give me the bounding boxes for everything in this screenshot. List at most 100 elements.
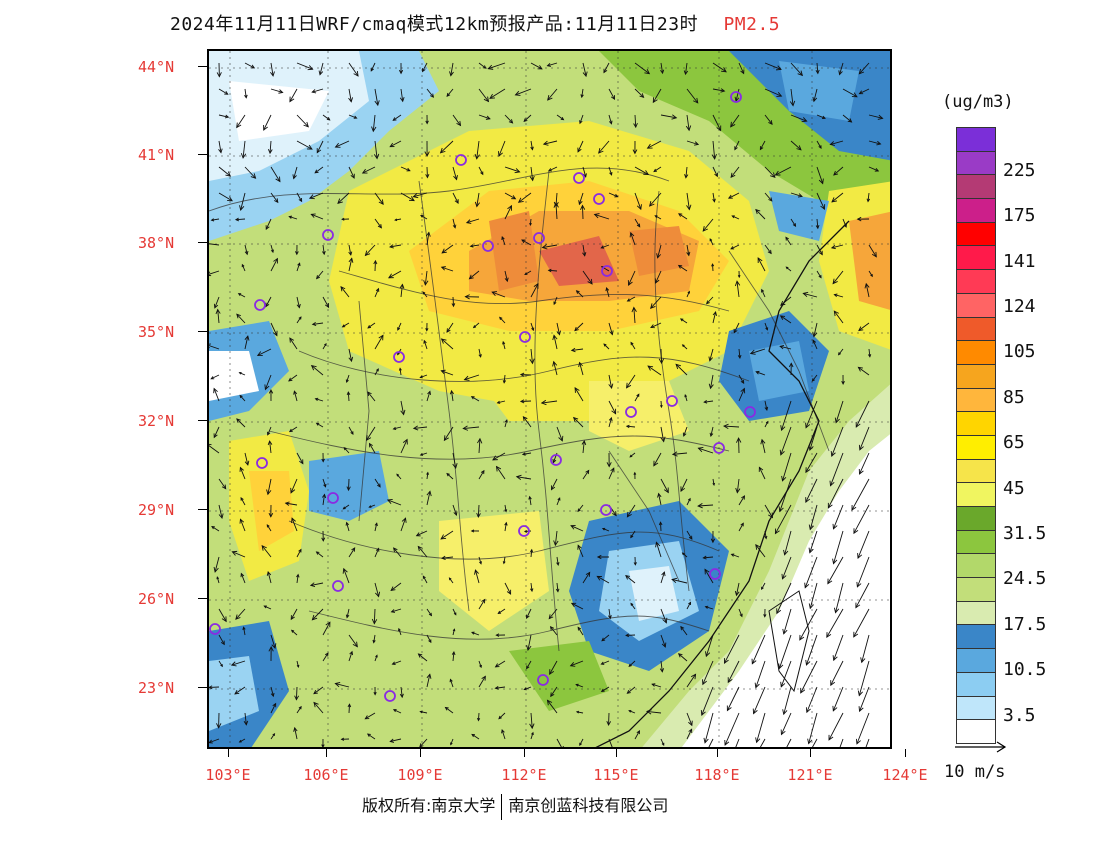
wind-arrow (449, 678, 454, 688)
wind-arrow (321, 530, 326, 542)
wind-arrow (390, 608, 402, 613)
wind-arrow (374, 287, 380, 298)
longitude-tick (326, 749, 327, 757)
legend-swatch (956, 245, 996, 270)
legend-swatch (956, 624, 996, 649)
wind-arrow (288, 426, 298, 433)
latitude-tick (198, 420, 207, 421)
wind-arrow (645, 709, 662, 715)
wind-arrow (296, 660, 300, 669)
legend-label: 175 (1003, 205, 1036, 227)
wind-arrow (321, 738, 325, 747)
wind-arrow (514, 88, 532, 96)
wind-arrow (780, 660, 792, 688)
wind-arrow (549, 660, 558, 676)
wind-arrow (521, 239, 532, 246)
province-boundary (358, 300, 370, 522)
wind-arrow (556, 556, 560, 566)
wind-arrow (293, 726, 298, 740)
wind-arrow (749, 348, 766, 355)
legend-label: 141 (1003, 250, 1036, 272)
wind-arrow (647, 365, 662, 376)
wind-arrow (738, 608, 743, 618)
wind-arrow (658, 348, 665, 365)
wind-arrow (842, 88, 858, 98)
wind-arrow (426, 390, 431, 402)
wind-arrow (605, 286, 610, 298)
wind-arrow (452, 452, 458, 469)
wind-arrow (681, 552, 688, 558)
longitude-label: 109°E (397, 766, 443, 784)
wind-arrow (341, 217, 350, 221)
wind-arrow (774, 504, 792, 535)
wind-arrow (553, 530, 559, 547)
legend-swatch (956, 458, 996, 483)
wind-arrow (764, 88, 783, 97)
wind-arrow (807, 712, 818, 745)
wind-arrow (727, 660, 740, 684)
wind-arrow (314, 166, 324, 174)
wind-arrow (451, 296, 456, 308)
wind-arrow (660, 608, 668, 624)
clean-air-region (779, 61, 859, 121)
monitoring-station-marker (600, 504, 612, 516)
wind-arrow (501, 729, 506, 740)
latitude-label: 41°N (138, 146, 175, 164)
wind-arrow (829, 140, 844, 146)
wind-arrow (724, 634, 740, 664)
wind-arrow (684, 394, 688, 402)
wind-arrow (552, 360, 558, 376)
legend-swatch (956, 411, 996, 435)
wind-arrow (857, 366, 870, 376)
wind-arrow (238, 372, 246, 376)
monitoring-station-marker (455, 154, 467, 166)
wind-arrow (374, 547, 380, 558)
wind-arrow (708, 348, 714, 362)
wind-arrow (530, 322, 535, 332)
wind-arrow (491, 291, 506, 298)
wind-arrow (654, 215, 662, 220)
wind-arrow (686, 192, 692, 211)
wind-arrow (213, 387, 220, 402)
wind-arrow (386, 498, 402, 506)
wind-arrow (805, 686, 818, 714)
wind-arrow (815, 62, 820, 75)
wind-arrow (374, 368, 379, 376)
wind-arrow (452, 192, 459, 205)
monitoring-station-marker (573, 172, 585, 184)
wind-arrow (478, 166, 484, 176)
wind-arrow (785, 236, 792, 246)
wind-arrow (657, 492, 662, 506)
wind-arrow (296, 140, 313, 150)
legend-swatch (956, 695, 996, 720)
wind-arrow (265, 218, 272, 231)
wind-arrow (348, 348, 354, 363)
wind-arrow (489, 88, 506, 99)
wind-arrow (218, 192, 233, 202)
latitude-label: 29°N (138, 501, 175, 519)
coastline (595, 220, 850, 747)
legend-swatch (956, 340, 996, 364)
wind-arrow (292, 166, 298, 180)
wind-arrow (780, 296, 792, 306)
wind-arrow (711, 140, 717, 160)
wind-arrow (574, 322, 584, 332)
wind-arrow (477, 437, 483, 454)
wind-arrow (345, 521, 350, 532)
wind-arrow (858, 322, 870, 332)
wind-arrow (778, 634, 792, 670)
wind-arrow (712, 88, 726, 93)
wind-arrow (634, 218, 641, 228)
wind-arrow (826, 608, 844, 638)
wind-arrow (399, 686, 404, 699)
wind-arrow (601, 527, 610, 532)
wind-arrow (348, 244, 353, 256)
wind-arrow (268, 645, 274, 662)
wind-arrow (478, 88, 490, 103)
wind-arrow (776, 582, 792, 615)
wind-arrow (832, 634, 844, 662)
wind-arrow (625, 424, 636, 429)
wind-arrow (833, 310, 844, 324)
wind-arrow (865, 738, 870, 747)
wind-arrow (867, 348, 872, 358)
